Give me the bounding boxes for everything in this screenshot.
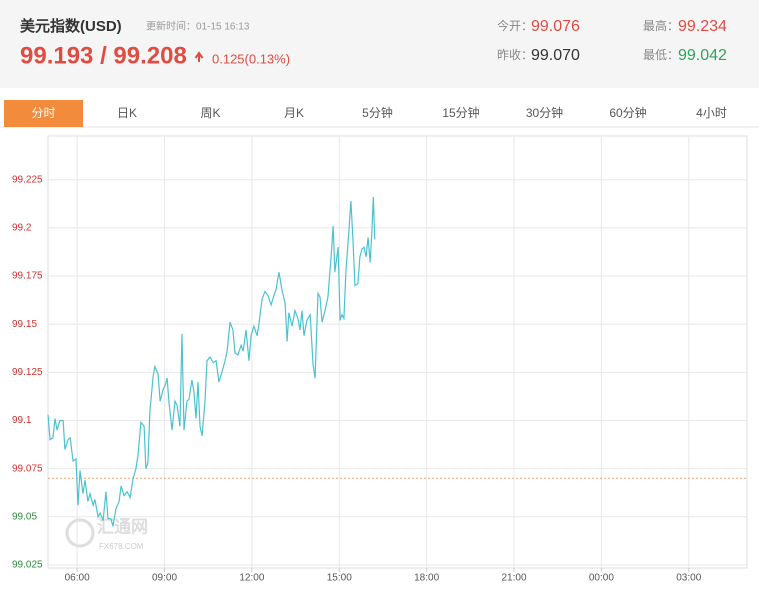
watermark: FX678.COM [99,542,144,551]
update-time: 更新时间：01-15 16:13 [146,20,250,33]
x-tick-label: 21:00 [501,573,526,584]
y-tick-label: 99.15 [12,319,37,330]
x-tick-label: 09:00 [152,573,177,584]
tab[interactable]: 5分钟 [362,105,393,120]
y-tick-label: 99.225 [12,174,43,185]
y-tick-label: 99.2 [12,223,32,234]
y-tick-label: 99.1 [12,415,32,426]
stat-label: 今开： [497,18,533,33]
x-tick-label: 00:00 [589,573,614,584]
y-tick-label: 99.025 [12,560,43,571]
tab-active-bg [4,100,83,127]
y-tick-label: 99.075 [12,463,43,474]
plot-border [47,135,748,569]
x-tick-label: 15:00 [327,573,352,584]
x-tick-label: 18:00 [414,573,439,584]
tab[interactable]: 日K [117,106,137,120]
price: 99.193 / 99.208 [20,42,187,69]
stat-value: 99.234 [678,18,727,35]
title: 美元指数(USD) [20,17,122,35]
y-tick-label: 99.175 [12,271,43,282]
tab[interactable]: 15分钟 [442,105,479,120]
x-tick-label: 03:00 [676,573,701,584]
tab[interactable]: 30分钟 [526,105,563,120]
y-tick-label: 99.125 [12,367,43,378]
tab[interactable]: 4小时 [696,106,727,120]
stat-label: 最低： [643,48,679,62]
up-arrow [194,51,204,62]
y-tick-label: 99.05 [12,511,37,522]
tab[interactable]: 月K [284,106,304,120]
stat-value: 99.070 [531,47,580,64]
x-tick-label: 12:00 [239,573,264,584]
stat-value: 99.042 [678,47,727,64]
price-line [47,197,376,527]
change: 0.125(0.13%) [212,51,290,66]
header-bg [0,0,759,88]
tab[interactable]: 分时 [31,106,55,120]
watermark-logo [65,518,95,548]
stat-label: 昨收： [497,48,533,62]
x-tick-label: 06:00 [65,573,90,584]
stat-value: 99.076 [531,18,580,35]
tab[interactable]: 周K [200,106,220,120]
watermark: 汇通网 [97,517,148,536]
tab[interactable]: 60分钟 [609,105,646,120]
stat-label: 最高： [643,18,679,33]
